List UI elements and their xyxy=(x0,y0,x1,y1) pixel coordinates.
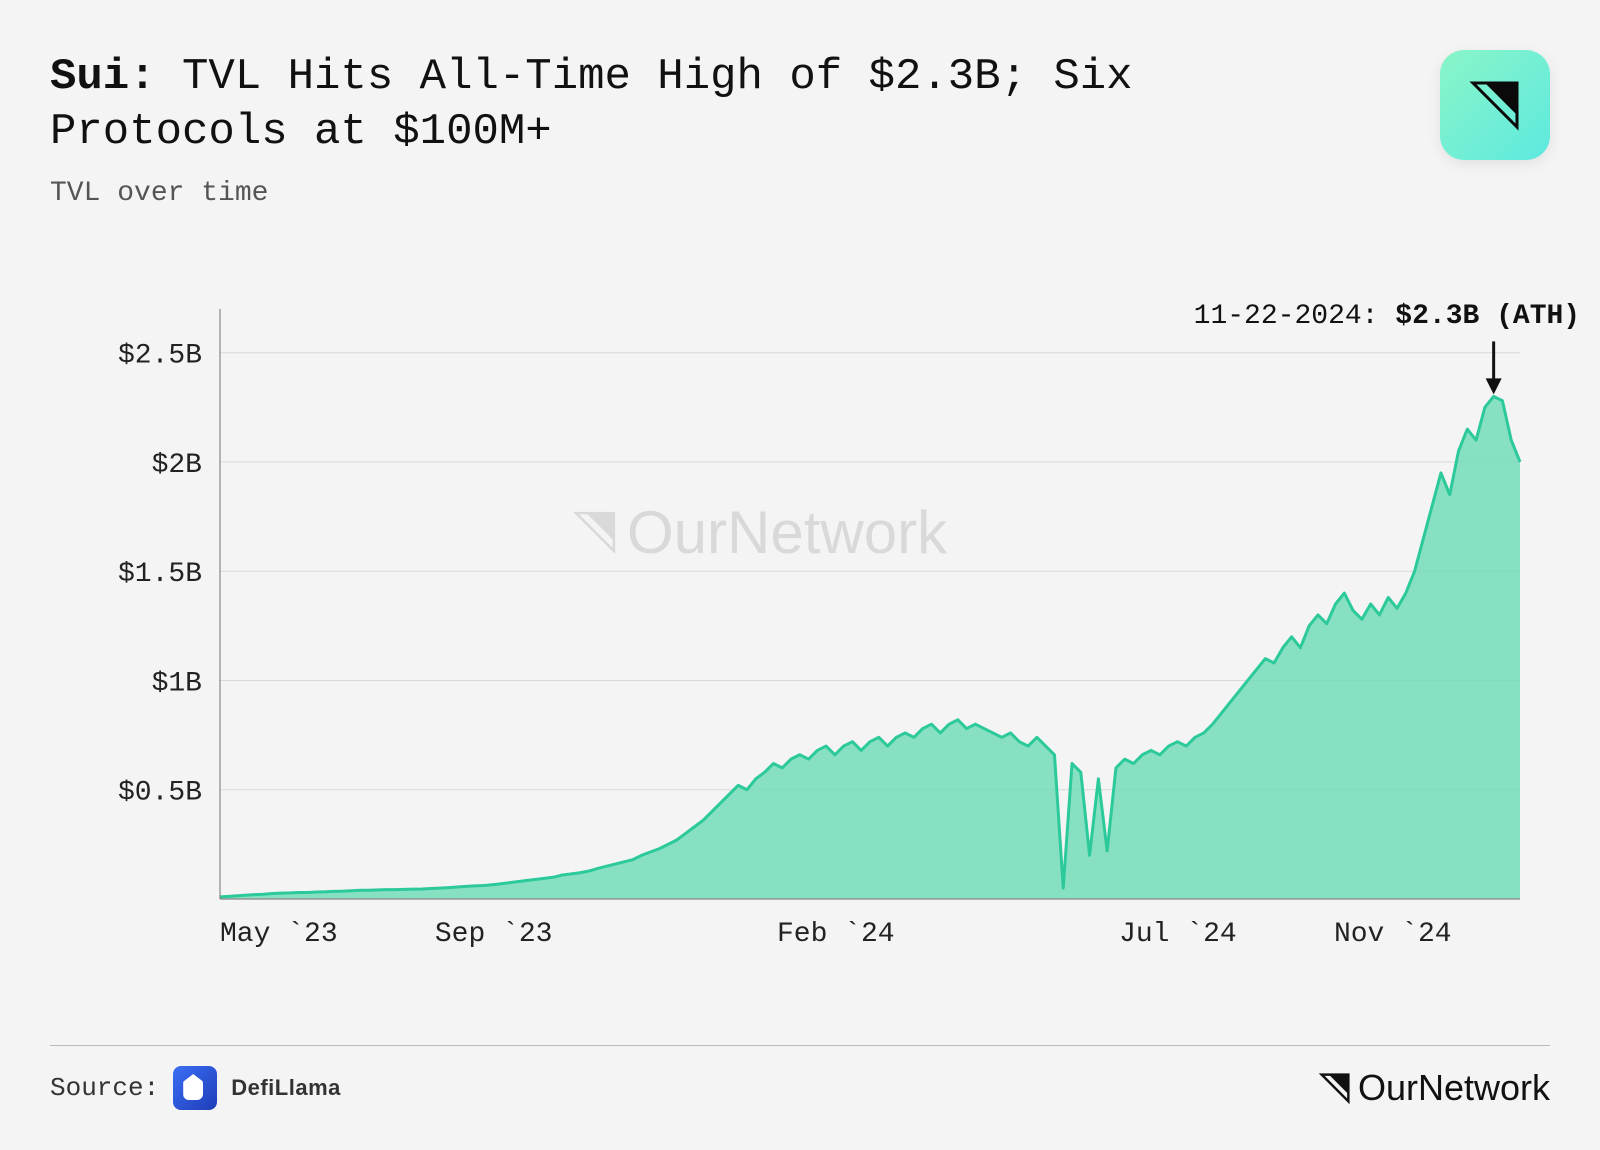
chart-title: Sui: TVL Hits All-Time High of $2.3B; Si… xyxy=(50,50,1150,160)
svg-text:$2B: $2B xyxy=(152,450,202,481)
ournetwork-logo-badge xyxy=(1440,50,1550,160)
svg-text:$2.5B: $2.5B xyxy=(118,341,202,372)
header-row: Sui: TVL Hits All-Time High of $2.3B; Si… xyxy=(50,50,1550,209)
svg-text:$0.5B: $0.5B xyxy=(118,778,202,809)
source-block: Source: DefiLlama xyxy=(50,1066,341,1110)
ath-annotation: 11-22-2024: $2.3B (ATH) xyxy=(1194,301,1580,332)
footer: Source: DefiLlama OurNetwork xyxy=(50,1045,1550,1110)
source-label: Source: xyxy=(50,1073,159,1103)
svg-text:Sep `23: Sep `23 xyxy=(435,919,553,950)
title-rest: TVL Hits All-Time High of $2.3B; Six Pro… xyxy=(50,52,1133,157)
source-name: DefiLlama xyxy=(231,1075,341,1101)
title-block: Sui: TVL Hits All-Time High of $2.3B; Si… xyxy=(50,50,1150,209)
svg-text:Nov `24: Nov `24 xyxy=(1334,919,1452,950)
defillama-icon xyxy=(173,1066,217,1110)
annotation-value: $2.3B (ATH) xyxy=(1395,301,1580,332)
svg-text:Jul `24: Jul `24 xyxy=(1119,919,1237,950)
title-bold: Sui: xyxy=(50,52,156,102)
chart-area: $0.5B $1B $1.5B $2B $2.5B May `23 Sep `23 Feb `… xyxy=(50,269,1550,974)
svg-text:$1B: $1B xyxy=(152,668,202,699)
brand-arrow-icon xyxy=(1318,1071,1352,1105)
svg-text:Feb `24: Feb `24 xyxy=(777,919,895,950)
chart-subtitle: TVL over time xyxy=(50,178,1150,209)
svg-text:May `23: May `23 xyxy=(220,919,338,950)
ournetwork-arrow-icon xyxy=(1467,77,1523,133)
annotation-date: 11-22-2024: xyxy=(1194,301,1396,332)
tvl-area-chart: $0.5B $1B $1.5B $2B $2.5B May `23 Sep `23 Feb `… xyxy=(50,269,1550,969)
svg-text:$1.5B: $1.5B xyxy=(118,559,202,590)
brand-name: OurNetwork xyxy=(1358,1067,1550,1109)
brand-block: OurNetwork xyxy=(1318,1067,1550,1109)
